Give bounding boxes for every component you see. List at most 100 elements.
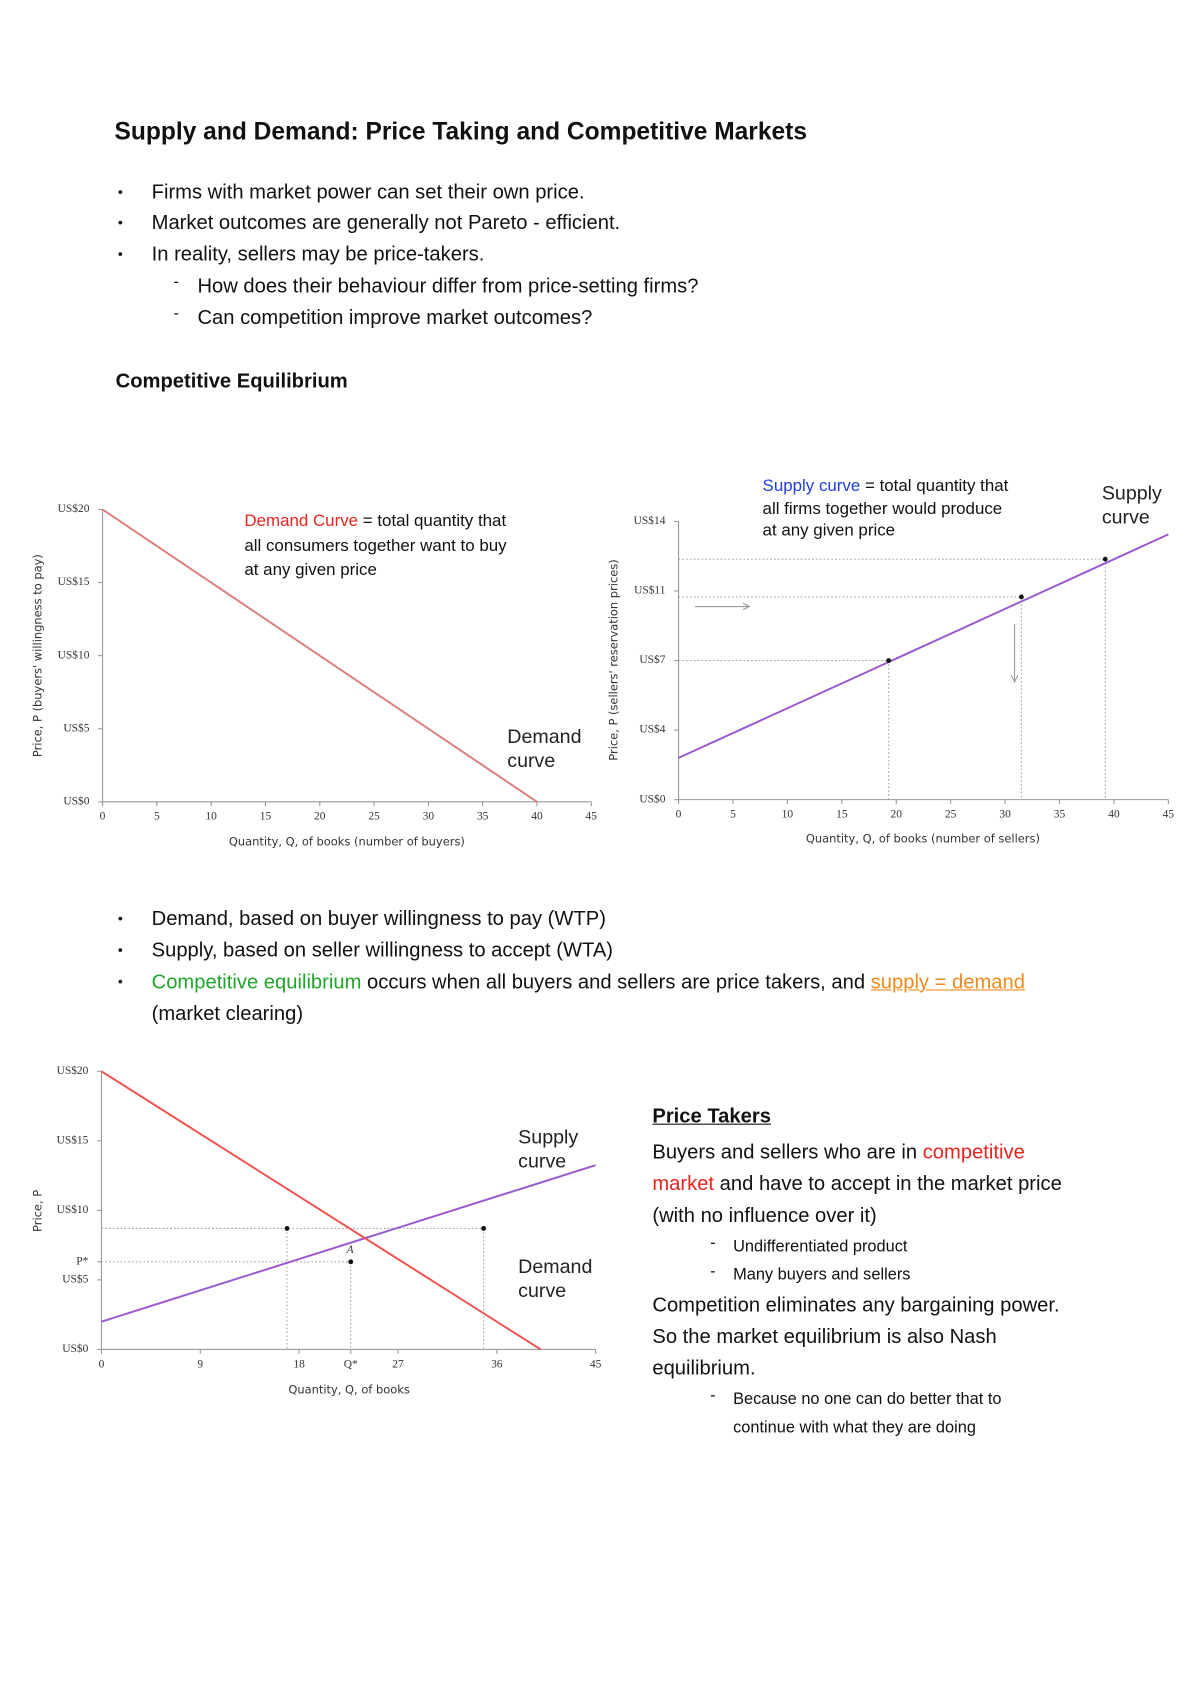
x-tick-label: 40 bbox=[1108, 809, 1120, 821]
x-tick-label: 35 bbox=[1054, 809, 1066, 821]
chart: US$0 US$5 US$10 US$15 US$20 0 5 10 15 20 25 30 35 40 4… bbox=[31, 502, 598, 849]
point-label: A bbox=[346, 1244, 355, 1256]
y-tick-label: US$5 bbox=[62, 1273, 88, 1286]
x-tick-label: 10 bbox=[782, 809, 794, 821]
x-tick-label: 40 bbox=[531, 811, 543, 823]
text: (market clearing) bbox=[151, 1000, 304, 1024]
price-takers-heading: Price Takers bbox=[652, 1103, 771, 1127]
y-axis-title: Price, P (sellers' reservation prices) bbox=[607, 559, 621, 760]
text: Buyers and sellers who are in bbox=[652, 1139, 923, 1163]
arrows bbox=[694, 602, 1019, 684]
x-tick-label: 25 bbox=[368, 811, 380, 823]
series-line bbox=[101, 508, 538, 803]
series-line bbox=[101, 1164, 596, 1323]
chart: US$0 US$5 P* US$10 US$15 US$20 0 9 18 Q* 27 36 45 Qua… bbox=[31, 1064, 602, 1396]
series-line bbox=[678, 533, 1169, 759]
y-tick-label: US$0 bbox=[62, 1342, 88, 1355]
annotation-text: Demand Curve bbox=[244, 511, 359, 531]
y-tick-label: US$10 bbox=[57, 1203, 89, 1216]
y-axis-title: Price, P (buyers' willingness to pay) bbox=[31, 554, 45, 757]
series-name: Supply curve bbox=[1101, 482, 1162, 528]
annotation: Supply curve = total quantity that all f… bbox=[763, 476, 1019, 543]
y-axis-title: Price, P bbox=[31, 1190, 45, 1232]
sub-bullet: Because no one can do better that to con… bbox=[710, 1382, 1060, 1442]
point bbox=[348, 1259, 354, 1265]
y-tick-label: US$11 bbox=[634, 584, 666, 597]
x-tick-label: 27 bbox=[392, 1358, 404, 1370]
x-tick-label: 18 bbox=[293, 1358, 305, 1370]
x-tick-label: 5 bbox=[730, 809, 736, 821]
sub-bullet: Can competition improve market outcomes? bbox=[173, 299, 592, 333]
series-line bbox=[100, 1070, 542, 1351]
x-tick-label: 20 bbox=[314, 811, 326, 823]
section-heading: Competitive Equilibrium bbox=[115, 368, 348, 392]
series-name: Supply curve bbox=[518, 1125, 579, 1172]
definition: Buyers and sellers who are in competitiv… bbox=[652, 1137, 1077, 1231]
point bbox=[481, 1226, 487, 1231]
y-tick-label: US$20 bbox=[58, 502, 90, 515]
bullet: Market outcomes are generally not Pareto… bbox=[118, 207, 620, 238]
highlight: competitive market bbox=[652, 1139, 1025, 1195]
y-tick-label: US$0 bbox=[639, 792, 665, 805]
annotation: Demand Curve = total quantity that all c… bbox=[244, 509, 511, 583]
point bbox=[284, 1226, 290, 1231]
series-name: Demand curve bbox=[518, 1255, 593, 1302]
series-label: Supply curve bbox=[518, 1125, 605, 1173]
point bbox=[1102, 556, 1108, 562]
x-tick-label: 45 bbox=[1163, 809, 1175, 821]
arrow-head bbox=[742, 602, 751, 611]
sub-bullet: Undifferentiated product bbox=[710, 1229, 907, 1261]
arrow-head bbox=[1010, 675, 1019, 684]
x-tick-label: 0 bbox=[99, 1358, 105, 1370]
title: Supply and Demand: Price Taking and Comp… bbox=[114, 117, 807, 146]
y-tick-label: P* bbox=[76, 1255, 88, 1267]
x-tick-label: Q* bbox=[344, 1358, 358, 1370]
y-tick-label: US$7 bbox=[639, 653, 665, 666]
chart: US$0 US$4 US$7 US$11 US$14 0 5 10 15 20 25 30 35 40 45… bbox=[607, 514, 1175, 845]
x-axis-title: Quantity, Q, of books (number of sellers… bbox=[806, 831, 1040, 845]
bullet: Competitive equilibrium occurs when all … bbox=[118, 967, 1057, 1029]
x-tick-label: 9 bbox=[197, 1358, 203, 1370]
y-tick-label: US$5 bbox=[63, 721, 89, 734]
bullet: Firms with market power can set their ow… bbox=[118, 177, 585, 208]
x-tick-label: 25 bbox=[945, 809, 957, 821]
bullet: In reality, sellers may be price-takers. bbox=[118, 239, 485, 270]
x-tick-label: 36 bbox=[491, 1358, 503, 1370]
bullet: Supply, based on seller willingness to a… bbox=[118, 935, 613, 966]
y-tick-label: US$4 bbox=[639, 723, 665, 736]
x-tick-label: 15 bbox=[260, 811, 272, 823]
text: occurs when all buyers and sellers are p… bbox=[361, 969, 871, 993]
series-label: Demand curve bbox=[518, 1255, 605, 1303]
text: and have to accept in the market price (… bbox=[652, 1171, 1062, 1226]
sub-bullet: How does their behaviour differ from pri… bbox=[173, 267, 698, 302]
x-tick-label: 0 bbox=[676, 809, 682, 821]
bullet: Demand, based on buyer willingness to pa… bbox=[118, 903, 606, 934]
x-tick-label: 20 bbox=[891, 809, 903, 821]
conclusion: Competition eliminates any bargaining po… bbox=[652, 1292, 1060, 1379]
point bbox=[1019, 594, 1024, 600]
sub-bullet: Many buyers and sellers bbox=[710, 1258, 910, 1289]
series-name: Demand curve bbox=[507, 725, 582, 772]
x-axis-title: Quantity, Q, of books bbox=[288, 1382, 410, 1396]
y-tick-label: US$15 bbox=[58, 575, 90, 588]
highlight: Competitive equilibrium bbox=[151, 969, 362, 993]
x-tick-label: 0 bbox=[100, 811, 106, 823]
y-tick-label: US$15 bbox=[57, 1133, 89, 1146]
x-tick-label: 30 bbox=[999, 809, 1011, 821]
series-label: Supply curve bbox=[1102, 481, 1189, 529]
y-tick-label: US$10 bbox=[58, 648, 90, 661]
x-axis-title: Quantity, Q, of books (number of buyers) bbox=[229, 835, 465, 849]
annotation-text: = total quantity that all consumers toge… bbox=[244, 511, 507, 580]
x-tick-label: 30 bbox=[423, 811, 435, 823]
y-tick-label: US$0 bbox=[63, 794, 89, 807]
x-tick-label: 5 bbox=[154, 811, 160, 823]
x-tick-label: 10 bbox=[205, 811, 217, 823]
highlight: supply = demand bbox=[870, 969, 1025, 993]
annotation-text: = total quantity that all firms together… bbox=[762, 476, 1009, 540]
annotation-text: Supply curve bbox=[762, 476, 861, 496]
y-tick-label: US$20 bbox=[57, 1064, 89, 1077]
series-label: Demand curve bbox=[507, 724, 600, 772]
